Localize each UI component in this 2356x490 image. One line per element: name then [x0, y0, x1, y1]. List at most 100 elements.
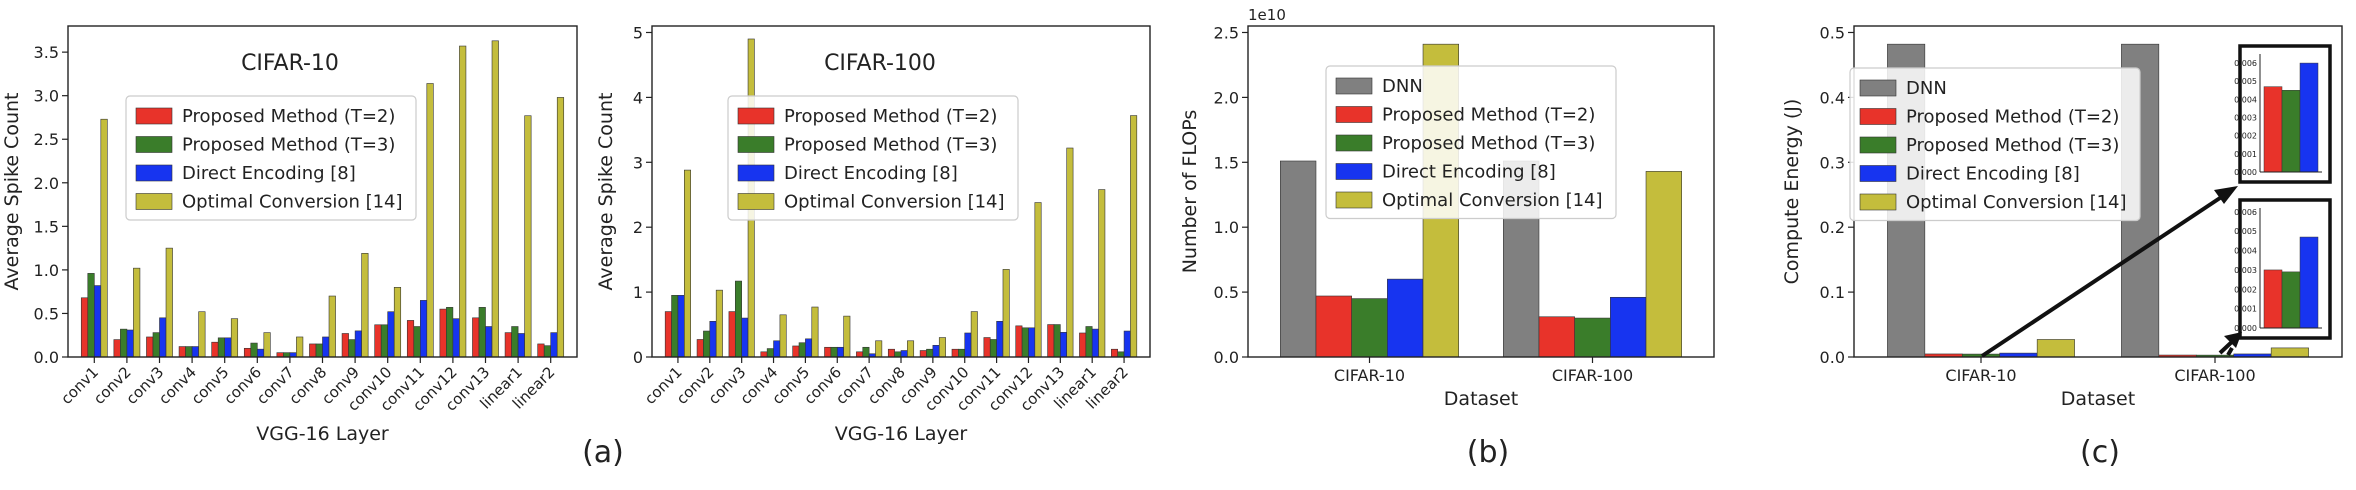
y-tick-label: 0.5	[1214, 283, 1239, 302]
bar	[191, 346, 199, 358]
inset-tick-label: 0.005	[2234, 227, 2257, 236]
legend-swatch	[135, 164, 173, 182]
bar	[133, 267, 141, 358]
bar	[1015, 325, 1023, 358]
bar	[894, 351, 902, 358]
bar	[517, 333, 525, 358]
bar	[671, 295, 679, 358]
legend-swatch	[135, 107, 173, 125]
zoom-arrow-head	[2224, 332, 2242, 348]
legend-swatch	[737, 136, 775, 153]
bar	[439, 308, 447, 358]
bar	[374, 324, 382, 358]
legend-swatch	[1335, 106, 1373, 123]
bar	[862, 346, 870, 358]
bar	[932, 345, 940, 358]
bar	[664, 311, 672, 358]
bar	[875, 340, 883, 358]
legend-swatch	[135, 193, 173, 210]
y-tick-label: 0	[633, 348, 643, 367]
bar	[165, 247, 173, 358]
bar	[146, 336, 154, 358]
bar	[1002, 269, 1010, 358]
inset-tick-label: 0.000	[2234, 168, 2257, 177]
legend-swatch	[135, 136, 173, 153]
y-tick-label: 0.0	[34, 348, 59, 367]
bar	[459, 45, 467, 358]
bar	[907, 340, 915, 358]
bar	[900, 350, 908, 358]
y-axis-label: Number of FLOPs	[1179, 110, 1201, 274]
zoom-arrow-head	[2214, 186, 2238, 204]
legend-label: Proposed Method (T=2)	[182, 106, 395, 127]
bar	[80, 297, 89, 358]
bar	[322, 336, 330, 358]
x-axis-label: Dataset	[1444, 388, 1518, 410]
legend-label: Proposed Method (T=3)	[182, 135, 395, 156]
bar	[958, 348, 966, 358]
bar	[887, 348, 895, 358]
x-axis-label: Dataset	[2061, 388, 2135, 410]
inset-tick-label: 0.002	[2234, 285, 2257, 294]
bar	[709, 321, 717, 358]
y-tick-label: 1.5	[1214, 153, 1239, 172]
y-tick-label: 0.3	[1820, 153, 1845, 172]
y-axis-label: Compute Energy (J)	[1781, 99, 1803, 285]
legend-swatch	[1859, 108, 1897, 125]
bar	[328, 295, 336, 358]
inset-bar	[2281, 90, 2301, 173]
inset-tick-label: 0.002	[2234, 132, 2257, 141]
legend-label: Optimal Conversion [14]	[1906, 192, 2127, 213]
legend-label: Proposed Method (T=3)	[784, 135, 997, 156]
bar	[696, 339, 704, 358]
panel-label-c: (c)	[2080, 435, 2120, 470]
y-tick-label: 0.2	[1820, 218, 1845, 237]
bar	[1610, 296, 1647, 358]
bar	[159, 317, 167, 358]
y-tick-label: 3	[633, 153, 643, 172]
inset-tick-label: 0.000	[2234, 324, 2257, 333]
x-tick-label: CIFAR-10	[1945, 366, 2016, 385]
bar	[152, 332, 160, 358]
bar	[504, 332, 512, 358]
inset-tick-label: 0.004	[2234, 247, 2257, 256]
bar	[1047, 324, 1055, 358]
bar	[354, 330, 362, 358]
legend-label: Proposed Method (T=2)	[1382, 105, 1595, 126]
bar	[938, 337, 946, 358]
bar	[224, 337, 232, 358]
axes-frame	[67, 25, 578, 358]
bar	[296, 336, 304, 358]
bar	[185, 346, 193, 358]
y-tick-label: 2.0	[34, 174, 59, 193]
bar	[537, 343, 545, 358]
y-tick-label: 2.5	[34, 130, 59, 149]
inset-tick-label: 0.004	[2234, 95, 2257, 104]
bar	[217, 337, 225, 358]
bar	[315, 343, 323, 358]
bar	[524, 115, 532, 358]
axis-scale-label: 1e10	[1248, 6, 1286, 24]
bar	[1053, 324, 1061, 358]
axes-frame	[1247, 25, 1715, 358]
y-tick-label: 1.0	[34, 261, 59, 280]
bar	[1645, 171, 1683, 358]
bar	[843, 315, 851, 358]
bar	[341, 333, 349, 358]
bar	[556, 97, 565, 358]
legend-label: Direct Encoding [8]	[784, 163, 958, 184]
bar	[452, 318, 460, 358]
bar	[684, 169, 691, 358]
legend-label: Proposed Method (T=2)	[784, 106, 997, 127]
bar	[792, 345, 800, 358]
y-tick-label: 0.1	[1820, 283, 1845, 302]
legend-label: DNN	[1382, 76, 1423, 97]
y-tick-label: 0.5	[34, 304, 59, 323]
bar	[1280, 160, 1317, 358]
bar	[760, 351, 768, 358]
bar	[856, 351, 864, 358]
panel-c-chart: 0.0 0.1 0.2 0.3 0.4 0.5 CIFAR-10 CIFAR-100 Datas…	[1781, 23, 2343, 410]
y-tick-label: 1	[633, 283, 643, 302]
bar	[1021, 327, 1029, 358]
